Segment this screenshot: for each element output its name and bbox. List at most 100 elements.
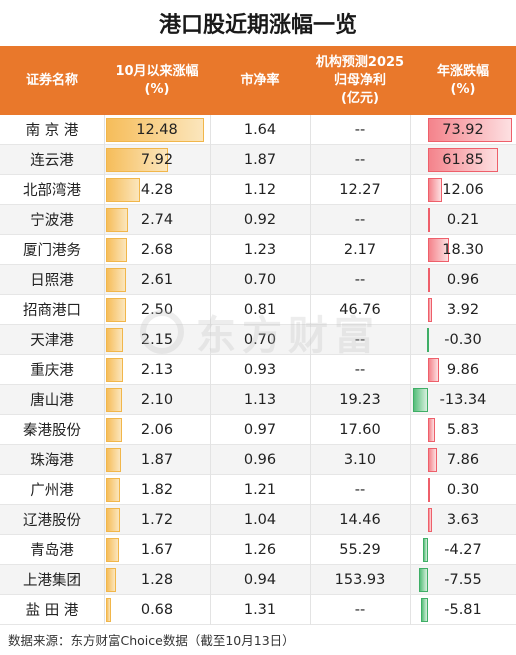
table-row: 日照港 2.61 0.70 -- 0.96 — [0, 265, 516, 295]
cell-pb: 1.87 — [243, 151, 277, 168]
cell-forecast: -- — [354, 211, 366, 228]
column-divider — [104, 115, 105, 625]
table-row: 盐 田 港 0.68 1.31 -- -5.81 — [0, 595, 516, 625]
header-name: 证券名称 — [25, 72, 78, 88]
year-change-bar — [428, 208, 430, 232]
table-title: 港口股近期涨幅一览 — [158, 13, 357, 38]
table-header: 证券名称 10月以来涨幅 (%) 市净率 机构预测2025 归母净利 (亿元) … — [0, 46, 516, 115]
oct-gain-bar — [106, 358, 123, 382]
cell-oct-gain: 2.10 — [140, 391, 174, 408]
year-change-bar — [428, 268, 430, 292]
column-divider — [310, 115, 311, 625]
cell-year-change: 73.92 — [442, 121, 484, 138]
cell-year-change: 12.06 — [442, 181, 484, 198]
table-row: 厦门港务 2.68 1.23 2.17 18.30 — [0, 235, 516, 265]
year-change-bar — [428, 298, 433, 322]
table-row: 青岛港 1.67 1.26 55.29 -4.27 — [0, 535, 516, 565]
cell-forecast: 12.27 — [339, 181, 381, 198]
cell-name: 广州港 — [30, 483, 74, 499]
cell-oct-gain: 1.87 — [140, 451, 174, 468]
cell-pb: 0.70 — [243, 331, 277, 348]
cell-name: 日照港 — [30, 273, 74, 289]
year-change-bar — [428, 418, 435, 442]
cell-year-change: 0.30 — [446, 481, 480, 498]
year-change-bar — [427, 328, 429, 352]
year-change-bar — [428, 118, 512, 142]
cell-oct-gain: 2.68 — [140, 241, 174, 258]
cell-forecast: -- — [354, 481, 366, 498]
cell-forecast: 17.60 — [339, 421, 381, 438]
oct-gain-bar — [106, 568, 117, 592]
cell-pb: 1.23 — [243, 241, 277, 258]
table-row: 上港集团 1.28 0.94 153.93 -7.55 — [0, 565, 516, 595]
cell-pb: 1.21 — [243, 481, 277, 498]
table-row: 天津港 2.15 0.70 -- -0.30 — [0, 325, 516, 355]
oct-gain-bar — [106, 268, 127, 292]
table-row: 招商港口 2.50 0.81 46.76 3.92 — [0, 295, 516, 325]
table-row: 秦港股份 2.06 0.97 17.60 5.83 — [0, 415, 516, 445]
cell-oct-gain: 7.92 — [140, 151, 174, 168]
table-row: 宁波港 2.74 0.92 -- 0.21 — [0, 205, 516, 235]
cell-forecast: -- — [354, 151, 366, 168]
table-row: 辽港股份 1.72 1.04 14.46 3.63 — [0, 505, 516, 535]
cell-pb: 1.31 — [243, 601, 277, 618]
cell-forecast: -- — [354, 361, 366, 378]
cell-oct-gain: 2.74 — [140, 211, 174, 228]
year-change-bar — [428, 178, 442, 202]
year-change-bar — [428, 148, 499, 172]
cell-pb: 1.26 — [243, 541, 277, 558]
cell-year-change: 0.96 — [446, 271, 480, 288]
cell-year-change: -4.27 — [444, 541, 482, 558]
year-change-bar — [428, 478, 430, 502]
cell-pb: 1.04 — [243, 511, 277, 528]
cell-oct-gain: 2.15 — [140, 331, 174, 348]
header-year-change: 年涨跌幅 (%) — [436, 63, 489, 97]
cell-name: 招商港口 — [23, 303, 81, 319]
year-change-bar — [421, 598, 428, 622]
cell-forecast: 2.17 — [343, 241, 377, 258]
cell-oct-gain: 2.61 — [140, 271, 174, 288]
cell-year-change: 18.30 — [442, 241, 484, 258]
year-change-bar — [428, 448, 437, 472]
cell-pb: 0.93 — [243, 361, 277, 378]
cell-name: 南 京 港 — [25, 123, 79, 139]
oct-gain-bar — [106, 118, 204, 142]
cell-name: 青岛港 — [30, 543, 74, 559]
cell-year-change: -0.30 — [444, 331, 482, 348]
oct-gain-bar — [106, 418, 123, 442]
cell-pb: 1.64 — [243, 121, 277, 138]
table-row: 南 京 港 12.48 1.64 -- 73.92 — [0, 115, 516, 145]
oct-gain-bar — [106, 208, 128, 232]
year-change-bar — [423, 538, 428, 562]
cell-name: 宁波港 — [30, 213, 74, 229]
oct-gain-bar — [106, 538, 120, 562]
cell-pb: 0.92 — [243, 211, 277, 228]
cell-name: 北部湾港 — [23, 183, 81, 199]
year-change-bar — [428, 238, 449, 262]
cell-name: 连云港 — [30, 153, 74, 169]
oct-gain-bar — [106, 508, 120, 532]
year-change-bar — [412, 388, 428, 412]
table-row: 重庆港 2.13 0.93 -- 9.86 — [0, 355, 516, 385]
cell-oct-gain: 12.48 — [136, 121, 178, 138]
cell-oct-gain: 2.06 — [140, 421, 174, 438]
cell-name: 上港集团 — [23, 573, 81, 589]
cell-name: 辽港股份 — [23, 513, 81, 529]
cell-forecast: -- — [354, 601, 366, 618]
header-pb: 市净率 — [240, 72, 280, 88]
cell-name: 盐 田 港 — [25, 603, 79, 619]
oct-gain-bar — [106, 448, 121, 472]
cell-name: 唐山港 — [30, 393, 74, 409]
cell-year-change: 7.86 — [446, 451, 480, 468]
cell-pb: 1.12 — [243, 181, 277, 198]
cell-name: 珠海港 — [30, 453, 74, 469]
cell-pb: 0.97 — [243, 421, 277, 438]
cell-forecast: 14.46 — [339, 511, 381, 528]
year-change-bar — [428, 508, 433, 532]
header-oct-gain: 10月以来涨幅 (%) — [115, 63, 199, 97]
cell-oct-gain: 0.68 — [140, 601, 174, 618]
cell-oct-gain: 1.72 — [140, 511, 174, 528]
oct-gain-bar — [106, 328, 123, 352]
table-row: 北部湾港 4.28 1.12 12.27 12.06 — [0, 175, 516, 205]
cell-name: 秦港股份 — [23, 423, 81, 439]
